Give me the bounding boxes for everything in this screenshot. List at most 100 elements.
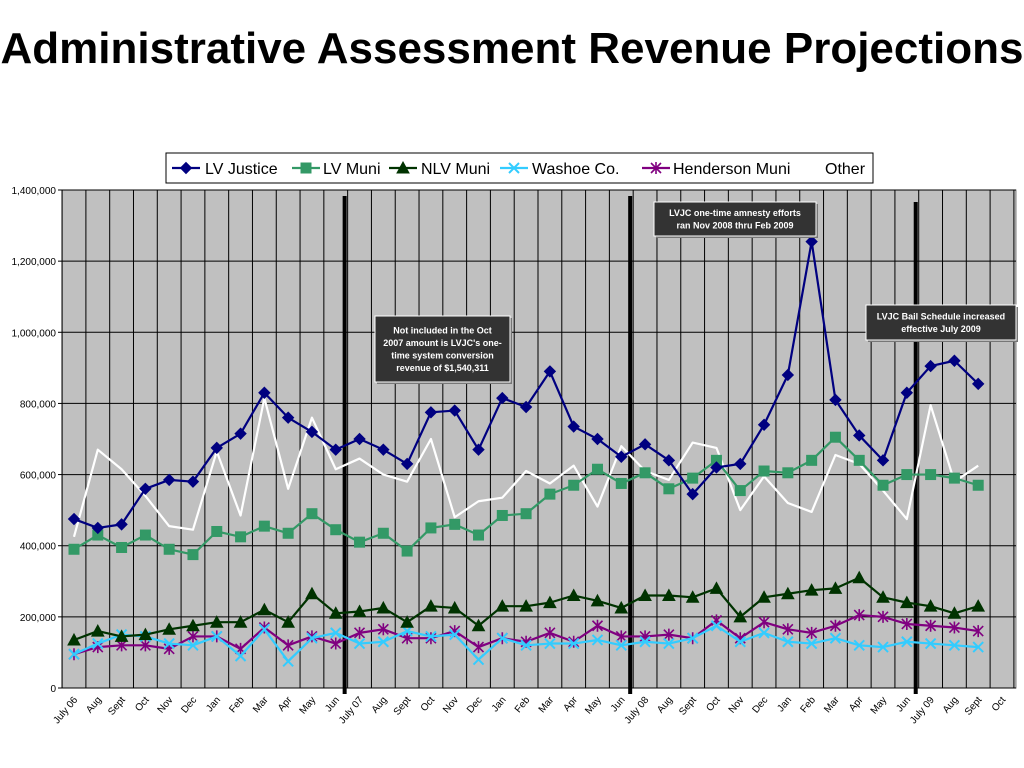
data-point bbox=[567, 637, 580, 650]
data-point bbox=[899, 595, 914, 609]
data-point bbox=[758, 616, 770, 629]
data-point bbox=[853, 429, 866, 442]
data-point bbox=[925, 619, 937, 632]
data-point bbox=[782, 636, 794, 648]
data-point bbox=[209, 615, 224, 628]
annotation-box: Not included in the Oct 2007 amount is LV… bbox=[374, 315, 512, 384]
data-point bbox=[68, 543, 80, 555]
y-tick-label: 800,000 bbox=[20, 399, 57, 410]
x-tick-label: Jun bbox=[323, 695, 342, 714]
data-point bbox=[805, 637, 818, 650]
data-point bbox=[425, 630, 437, 643]
annotation-box: LVJC Bail Schedule increased effective Ju… bbox=[865, 304, 1018, 342]
data-point bbox=[234, 427, 247, 440]
data-point bbox=[687, 472, 699, 484]
data-point bbox=[92, 637, 104, 650]
legend-label: Henderson Muni bbox=[673, 161, 790, 178]
data-point bbox=[162, 622, 177, 635]
data-point bbox=[472, 653, 485, 666]
data-point bbox=[614, 600, 629, 614]
data-point bbox=[901, 469, 913, 481]
y-tick-label: 400,000 bbox=[20, 542, 57, 553]
x-tick-label: Jun bbox=[609, 695, 628, 714]
annotation-text: ran Nov 2008 thru Feb 2009 bbox=[676, 221, 793, 231]
data-point bbox=[496, 391, 509, 405]
data-point bbox=[544, 637, 556, 650]
data-point bbox=[734, 457, 747, 471]
data-point bbox=[330, 637, 342, 650]
data-point bbox=[305, 425, 319, 439]
x-tick-label: July 06 bbox=[52, 695, 81, 727]
data-point bbox=[900, 386, 914, 399]
legend-label: LV Muni bbox=[323, 161, 381, 178]
x-tick-label: Mar bbox=[251, 694, 271, 715]
data-point bbox=[186, 475, 200, 488]
data-point bbox=[472, 443, 485, 456]
y-tick-label: 0 bbox=[50, 684, 56, 695]
annotation-bg bbox=[374, 315, 511, 383]
series-lv-justice bbox=[67, 235, 985, 535]
data-point bbox=[330, 627, 342, 639]
legend-item: LV Muni bbox=[292, 161, 381, 178]
chart-title: Administrative Assessment Revenue Projec… bbox=[0, 24, 1024, 73]
data-point bbox=[472, 641, 485, 654]
data-point bbox=[162, 473, 176, 487]
data-point bbox=[353, 432, 366, 446]
x-tick-label: Oct bbox=[990, 695, 1009, 714]
data-point bbox=[734, 485, 746, 497]
data-point bbox=[471, 618, 486, 632]
data-point bbox=[282, 639, 294, 652]
data-point bbox=[377, 443, 390, 456]
x-tick-label: Aug bbox=[370, 695, 390, 716]
x-tick-label: Nov bbox=[156, 695, 176, 716]
series-washoe-co bbox=[68, 620, 984, 668]
data-point bbox=[163, 543, 175, 555]
data-point bbox=[685, 590, 700, 603]
data-point bbox=[663, 637, 675, 650]
data-point bbox=[306, 630, 318, 643]
data-point bbox=[948, 354, 961, 367]
data-point bbox=[377, 636, 390, 648]
x-tick-label: Aug bbox=[655, 695, 675, 716]
legend-label: Washoe Co. bbox=[532, 161, 619, 178]
data-point bbox=[734, 636, 746, 648]
annotation-bg bbox=[653, 201, 817, 237]
x-tick-label: Nov bbox=[441, 695, 461, 716]
data-point bbox=[639, 467, 651, 479]
data-point bbox=[281, 411, 295, 424]
data-point bbox=[781, 586, 795, 600]
data-point bbox=[829, 393, 842, 407]
data-point bbox=[948, 472, 960, 484]
x-tick-label: May bbox=[583, 695, 604, 717]
data-point bbox=[876, 590, 890, 603]
data-point bbox=[782, 467, 794, 479]
data-point bbox=[686, 487, 699, 501]
x-tick-label: May bbox=[869, 695, 890, 717]
data-point bbox=[638, 438, 652, 451]
data-point bbox=[758, 465, 770, 477]
y-tick-label: 1,200,000 bbox=[12, 257, 57, 268]
x-tick-label: Aug bbox=[941, 695, 961, 716]
data-point bbox=[187, 549, 199, 561]
data-point bbox=[496, 632, 509, 644]
data-point bbox=[543, 595, 557, 609]
data-point bbox=[901, 636, 913, 648]
data-point bbox=[330, 524, 342, 536]
legend-marker bbox=[650, 162, 662, 174]
data-point bbox=[971, 599, 986, 612]
x-tick-label: Jan bbox=[775, 695, 794, 714]
data-point bbox=[876, 454, 890, 467]
data-point bbox=[138, 627, 153, 641]
data-point bbox=[210, 441, 223, 455]
data-point bbox=[615, 630, 627, 643]
data-point bbox=[90, 624, 105, 637]
data-point bbox=[377, 623, 389, 636]
x-tick-label: Apr bbox=[847, 694, 866, 714]
data-point bbox=[662, 454, 676, 467]
y-tick-label: 200,000 bbox=[20, 613, 57, 624]
data-point bbox=[187, 639, 199, 652]
data-point bbox=[829, 619, 842, 632]
x-tick-label: Dec bbox=[179, 695, 199, 716]
annotation-box: LVJC one-time amnesty efforts ran Nov 200… bbox=[653, 201, 818, 238]
